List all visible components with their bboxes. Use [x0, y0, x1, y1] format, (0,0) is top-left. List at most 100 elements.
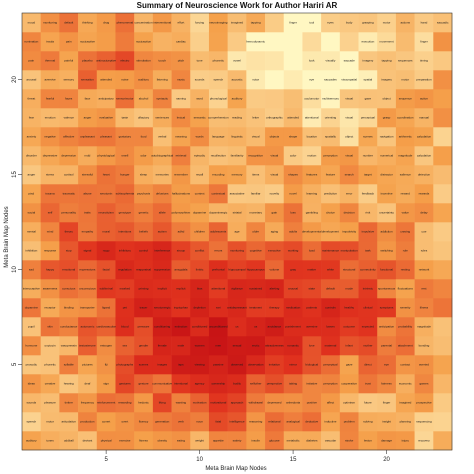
heatmap-cell	[59, 393, 79, 413]
cell-label: learning	[306, 192, 317, 196]
heatmap-cell	[152, 431, 172, 451]
cell-label: sounds	[27, 401, 37, 405]
cell-label: approach	[231, 401, 244, 405]
heatmap-cell	[208, 317, 228, 337]
cell-label: autobiographical	[151, 154, 173, 158]
heatmap-cell	[96, 241, 116, 261]
cell-label: tracer	[140, 306, 148, 310]
cell-label: psychosis	[137, 192, 151, 196]
cell-label: ownership	[211, 382, 225, 386]
cell-label: listening	[157, 78, 168, 82]
heatmap-cell	[171, 317, 191, 337]
cell-label: finger	[383, 401, 391, 405]
heatmap-cell	[283, 298, 303, 318]
heatmap-cell	[208, 146, 228, 166]
heatmap-cell	[395, 51, 415, 71]
heatmap-cell	[395, 336, 415, 356]
heatmap-cell	[321, 165, 341, 185]
heatmap-cell	[377, 184, 397, 204]
heatmap-cell	[78, 165, 98, 185]
heatmap-cell	[171, 222, 191, 242]
cell-label: novelty	[270, 192, 280, 196]
heatmap-cell	[152, 165, 172, 185]
heatmap-cell	[96, 184, 116, 204]
cell-label: calculation	[417, 135, 432, 139]
cell-label: depressive	[43, 154, 58, 158]
cell-label: gain	[272, 211, 278, 215]
heatmap-cell	[78, 241, 98, 261]
heatmap-cell	[246, 222, 266, 242]
cell-label: recollection	[211, 154, 227, 158]
heatmap-cell	[377, 13, 397, 33]
heatmap-cell	[22, 317, 41, 337]
heatmap-cell	[208, 89, 228, 109]
cell-label: alerting	[269, 287, 279, 291]
heatmap-cell	[395, 374, 415, 394]
heatmap-cell	[265, 412, 285, 432]
cell-label: volume	[270, 268, 280, 272]
cell-label: insula	[46, 40, 54, 44]
cell-label: stroop	[177, 249, 186, 253]
heatmap-cell	[171, 70, 191, 90]
cell-label: depletion	[194, 306, 207, 310]
heatmap-cell	[265, 374, 285, 394]
cell-label: autonomic	[81, 325, 95, 329]
cell-label: maintenance	[322, 249, 340, 253]
cell-label: children	[194, 230, 205, 234]
heatmap-cell	[115, 393, 135, 413]
heatmap-cell	[22, 355, 41, 375]
heatmap-cell	[246, 393, 266, 413]
cell-label: finger	[420, 40, 428, 44]
cell-label: bonding	[419, 344, 430, 348]
cell-label: food	[141, 135, 147, 139]
heatmap-cell	[134, 89, 154, 109]
heatmap-cell	[339, 165, 359, 185]
cell-label: calculation	[417, 154, 432, 158]
heatmap-cell	[283, 127, 303, 147]
cell-label: cooperation	[341, 382, 357, 386]
cell-label: eye	[309, 78, 314, 82]
heatmap-cell	[433, 165, 453, 185]
cell-label: uncertainty	[379, 211, 394, 215]
heatmap-cell	[115, 165, 135, 185]
cell-label: prediction	[324, 192, 337, 196]
heatmap-cell	[208, 241, 228, 261]
heatmap-cell	[433, 279, 453, 299]
heatmap-cell	[358, 165, 378, 185]
heatmap-cell	[414, 184, 434, 204]
cell-label: fluctuations	[398, 287, 414, 291]
heatmap-cell	[414, 298, 434, 318]
cell-label: eyes	[327, 21, 334, 25]
cell-label: motor	[46, 420, 54, 424]
heatmap-cell	[152, 355, 172, 375]
heatmap-cell	[227, 13, 247, 33]
heatmap-cell	[283, 412, 303, 432]
heatmap-cell	[339, 412, 359, 432]
heatmap-cell	[115, 89, 135, 109]
heatmap-cell	[40, 89, 60, 109]
heatmap-cell	[59, 412, 79, 432]
cell-label: monitoring	[43, 21, 57, 25]
heatmap-cell	[190, 279, 210, 299]
heatmap-cell	[414, 393, 434, 413]
heatmap-cell	[96, 317, 116, 337]
cell-label: ssri	[216, 306, 221, 310]
cell-label: multisensory	[322, 97, 339, 101]
heatmap-cell	[190, 51, 210, 71]
cell-label: diabetes	[306, 439, 318, 443]
heatmap-cell	[171, 108, 191, 128]
cell-label: cognitive	[250, 249, 262, 253]
heatmap-cell	[227, 32, 247, 52]
cell-label: sexual	[233, 344, 242, 348]
heatmap-cell	[246, 184, 266, 204]
heatmap-cell	[190, 222, 210, 242]
heatmap-cell	[22, 393, 41, 413]
heatmap-cell	[227, 127, 247, 147]
cell-label: auditory	[138, 78, 149, 82]
heatmap-cell	[152, 70, 172, 90]
heatmap-cell	[152, 108, 172, 128]
heatmap-cell	[246, 336, 266, 356]
heatmap-cell	[78, 32, 98, 52]
heatmap-cell	[78, 203, 98, 223]
heatmap-cell	[190, 260, 210, 280]
